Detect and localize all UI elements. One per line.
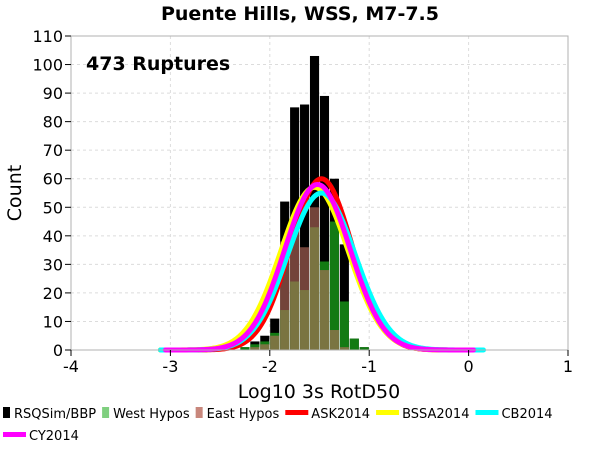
legend-label: CY2014: [29, 429, 79, 444]
histogram-bar: [329, 330, 339, 350]
histogram-bar: [319, 270, 330, 350]
x-tick-label: -1: [361, 357, 377, 376]
y-tick-label: 90: [43, 84, 63, 103]
histogram-bar: [359, 347, 369, 350]
x-tick-label: 1: [563, 357, 573, 376]
y-tick-label: 30: [43, 255, 63, 274]
fit-curves: [157, 176, 487, 353]
y-tick-label: 70: [43, 141, 63, 160]
histogram-bar: [309, 207, 320, 350]
histogram-bar: [329, 221, 339, 350]
legend-swatch: [195, 407, 203, 418]
histogram-bar: [300, 104, 310, 350]
y-tick-label: 50: [43, 198, 63, 217]
y-axis-label: Count: [4, 165, 26, 221]
x-tick-label: 0: [464, 357, 474, 376]
x-axis-label: Log10 3s RotD50: [238, 381, 400, 403]
curve-bssa2014: [157, 184, 482, 353]
y-tick-label: 40: [43, 227, 63, 246]
rupture-count-annotation: 473 Ruptures: [86, 53, 230, 75]
legend-label: East Hypos: [207, 407, 280, 422]
legend-label: RSQSim/BBP: [14, 407, 96, 422]
y-tick-label: 100: [32, 56, 63, 75]
x-tick-label: -3: [162, 357, 178, 376]
curve-cy2014: [162, 181, 477, 353]
y-tick-label: 20: [43, 284, 63, 303]
y-tick-label: 80: [43, 113, 63, 132]
legend-label: ASK2014: [311, 407, 370, 422]
histogram-bar: [300, 247, 310, 350]
histogram-bar: [290, 221, 300, 350]
y-tick-label: 0: [53, 341, 63, 360]
histogram-bars: [240, 55, 369, 351]
legend-label: BSSA2014: [402, 407, 469, 422]
y-tick-label: 10: [43, 312, 63, 331]
legend-label: CB2014: [501, 407, 552, 422]
histogram-bar: [250, 347, 260, 350]
chart-title: Puente Hills, WSS, M7-7.5: [161, 3, 439, 25]
legend-swatch: [285, 410, 309, 415]
histogram-bar: [339, 244, 349, 350]
histogram-bar: [339, 301, 349, 350]
histogram-bar: [309, 55, 320, 351]
plot-frame: [70, 35, 569, 351]
histogram-bar: [260, 344, 270, 350]
histogram-bar: [240, 347, 250, 350]
legend-label: West Hypos: [113, 407, 190, 422]
y-tick-label: 110: [32, 27, 63, 46]
legend-swatch: [102, 407, 110, 418]
legend-swatch: [475, 410, 499, 415]
legend-swatch: [3, 432, 26, 437]
legend-swatch: [3, 407, 10, 418]
histogram-bar: [280, 241, 290, 350]
histogram-bar: [339, 347, 349, 350]
x-tick-label: -4: [63, 357, 79, 376]
legend: RSQSim/BBP West Hypos East Hypos ASK2014 BSS…: [3, 407, 553, 444]
histogram-bar: [270, 335, 280, 350]
legend-swatch: [376, 410, 400, 415]
histogram-bar: [319, 95, 330, 350]
histogram-bar: [349, 338, 359, 350]
y-tick-label: 60: [43, 170, 63, 189]
x-tick-label: -2: [262, 357, 278, 376]
